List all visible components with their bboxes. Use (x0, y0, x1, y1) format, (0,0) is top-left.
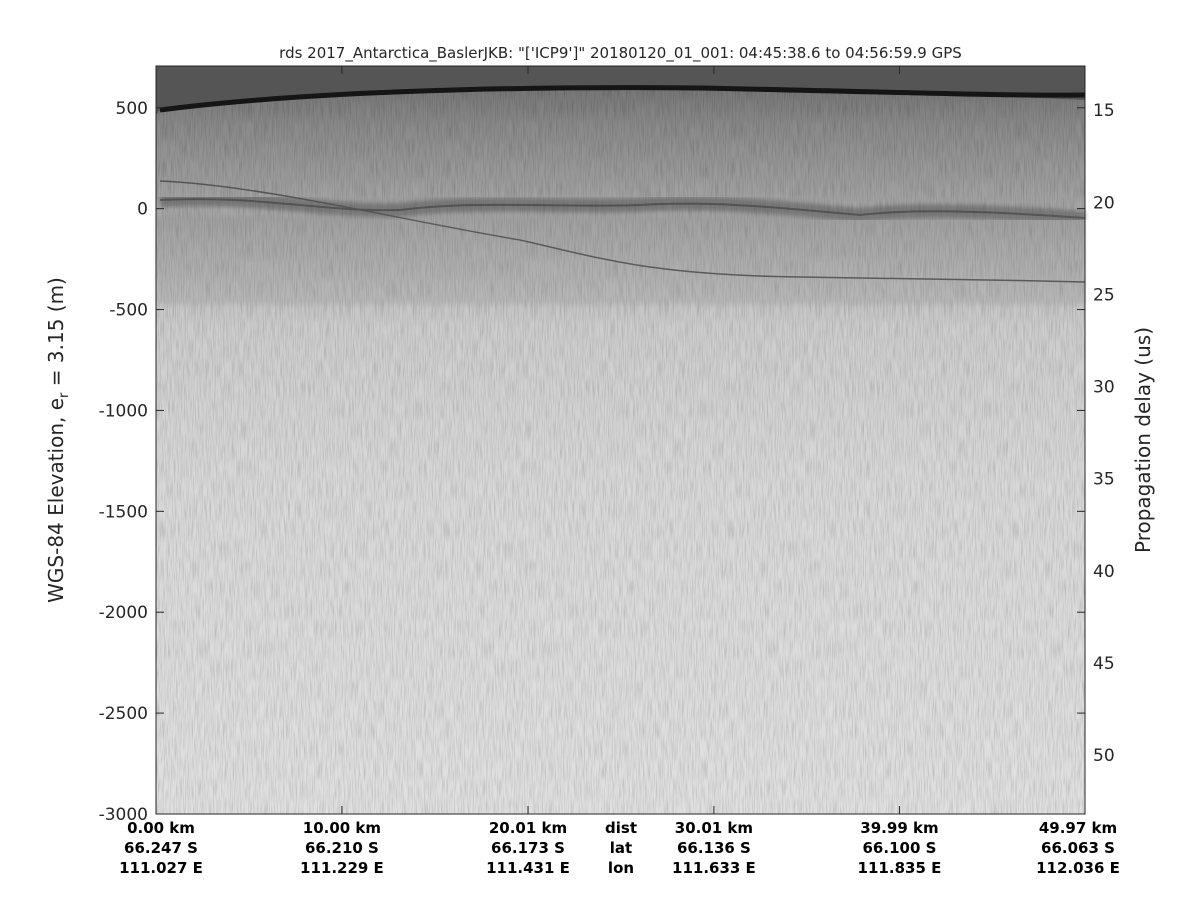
y2-tick-label: 30 (1093, 378, 1115, 398)
y-axis-right: 15 20 25 30 35 40 45 50 (1093, 101, 1115, 766)
x-tick-dist: 20.01 km (488, 819, 568, 837)
y2-tick-label: 25 (1093, 285, 1115, 305)
bed-return-line (159, 198, 1086, 219)
x-tick-lon: 111.835 E (857, 859, 942, 877)
x-tick-dist: 39.99 km (860, 819, 939, 837)
y-tick-label: -2000 (99, 603, 148, 623)
y-tick-label: -1000 (99, 401, 148, 421)
x-tick-dist: 30.01 km (674, 819, 754, 837)
y-axis-label: WGS-84 Elevation, er = 3.15 (m) (44, 277, 72, 603)
x-tick-label: 0.00 km 66.247 S 111.027 E (119, 818, 203, 878)
y2-tick-label: 40 (1093, 562, 1115, 582)
x-tick-lon: 111.431 E (486, 859, 570, 877)
y-tick-label: 0 (137, 200, 148, 220)
x-row-label-dist: dist (605, 819, 637, 837)
x-tick-label: 30.01 km 66.136 S 111.633 E (672, 818, 756, 878)
x-tick-lat: 66.173 S (491, 839, 565, 857)
x-tick-label: 49.97 km 66.063 S 112.036 E (1036, 818, 1120, 878)
surface-band (156, 66, 1085, 115)
x-tick-dist: 49.97 km (1038, 819, 1118, 837)
x-tick-lat: 66.100 S (862, 839, 937, 857)
x-row-label-lat: lat (609, 839, 633, 857)
x-row-label-lon: lon (607, 859, 635, 877)
x-tick-lat: 66.210 S (304, 839, 379, 857)
x-tick-lat: 66.247 S (124, 839, 198, 857)
x-tick-lon: 111.229 E (300, 859, 384, 877)
y-tick-label: 500 (116, 99, 148, 119)
y-tick-label: -3000 (99, 805, 148, 825)
x-tick-lat: 66.136 S (676, 839, 751, 857)
y2-axis-label: Propagation delay (us) (1131, 326, 1155, 554)
x-tick-lon: 111.027 E (119, 859, 203, 877)
y-axis-left: 500 0 -500 -1000 -1500 -2000 -2500 -3000 (99, 99, 1085, 825)
x-tick-label: 20.01 km 66.173 S 111.431 E (486, 818, 570, 878)
y-tick-label: -500 (109, 301, 148, 321)
chart-title: rds 2017_Antarctica_BaslerJKB: "['ICP9']… (279, 44, 962, 62)
x-tick-lon: 112.036 E (1036, 859, 1120, 877)
y-tick-label: -2500 (99, 704, 148, 724)
surface-return (159, 85, 1086, 113)
x-tick-dist: 0.00 km (127, 819, 195, 837)
y2-tick-label: 20 (1093, 193, 1115, 213)
y2-tick-label: 15 (1093, 101, 1115, 121)
y-label-sub: r (57, 392, 72, 398)
y-label-main: WGS-84 Elevation, e (44, 397, 68, 603)
y-tick-label: -1500 (99, 502, 148, 522)
echogram-image (156, 66, 1086, 814)
x-tick-lat: 66.063 S (1041, 839, 1115, 857)
y2-tick-label: 50 (1093, 746, 1115, 766)
y-label-tail: = 3.15 (m) (44, 277, 68, 393)
x-row-labels: dist lat lon (605, 818, 637, 878)
plot-frame (155, 65, 1086, 815)
x-tick-lon: 111.633 E (672, 859, 756, 877)
x-axis (155, 66, 1086, 814)
x-tick-dist: 10.00 km (302, 819, 382, 837)
y2-tick-label: 45 (1093, 654, 1115, 674)
x-tick-label: 39.99 km 66.100 S 111.835 E (858, 818, 942, 878)
x-tick-label: 10.00 km 66.210 S 111.229 E (300, 818, 384, 878)
y2-tick-label: 35 (1093, 470, 1115, 490)
